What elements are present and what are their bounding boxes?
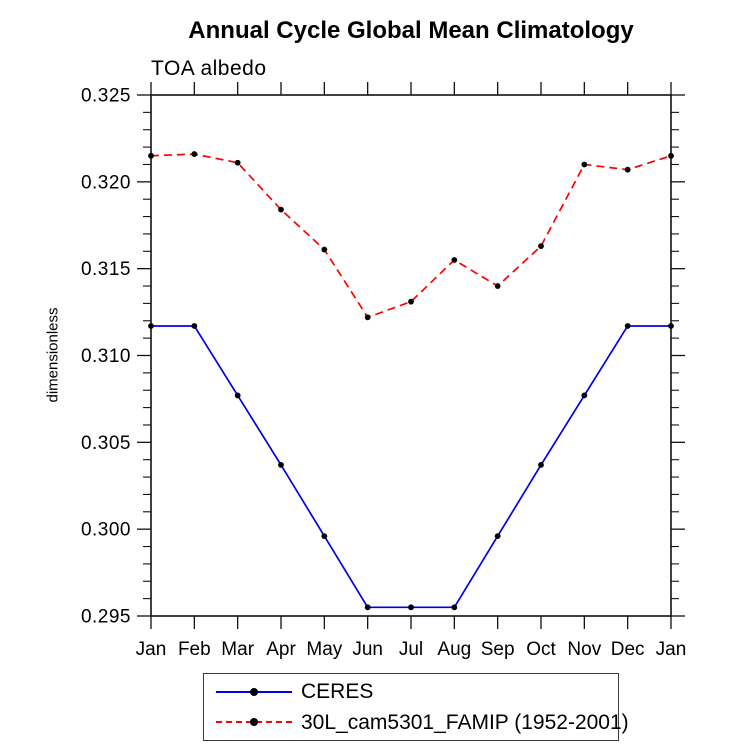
svg-text:Nov: Nov (567, 639, 601, 660)
svg-text:Mar: Mar (221, 639, 254, 660)
chart-subtitle: TOA albedo (151, 57, 267, 80)
svg-text:Sep: Sep (481, 639, 515, 660)
svg-text:Jan: Jan (656, 639, 687, 660)
legend-item-label: CERES (301, 680, 374, 704)
legend-line-sample-ceres (216, 687, 292, 696)
legend-item-famip: 30L_cam5301_FAMIP (1952-2001) (204, 709, 629, 735)
svg-text:0.295: 0.295 (81, 607, 131, 628)
svg-text:Jan: Jan (136, 639, 167, 660)
svg-text:Oct: Oct (526, 639, 556, 660)
chart-title: Annual Cycle Global Mean Climatology (188, 17, 634, 44)
svg-text:Feb: Feb (178, 639, 211, 660)
svg-text:0.325: 0.325 (81, 86, 131, 107)
legend-marker-icon (250, 687, 258, 696)
svg-text:0.320: 0.320 (81, 172, 131, 193)
svg-text:Dec: Dec (611, 639, 645, 660)
svg-text:Aug: Aug (437, 639, 471, 660)
svg-text:May: May (306, 639, 342, 660)
svg-text:Jun: Jun (352, 639, 383, 660)
svg-text:Jul: Jul (399, 639, 423, 660)
legend-item-label: 30L_cam5301_FAMIP (1952-2001) (301, 710, 629, 734)
legend-item-ceres: CERES (204, 679, 618, 705)
legend-marker-icon (250, 718, 258, 727)
svg-text:0.305: 0.305 (81, 433, 131, 454)
svg-text:0.300: 0.300 (81, 520, 131, 541)
legend: CERES 30L_cam5301_FAMIP (1952-2001) (203, 673, 629, 741)
legend-line-sample-famip (216, 718, 292, 727)
svg-text:0.310: 0.310 (81, 346, 131, 367)
svg-text:0.315: 0.315 (81, 259, 131, 280)
svg-text:Apr: Apr (266, 639, 296, 660)
